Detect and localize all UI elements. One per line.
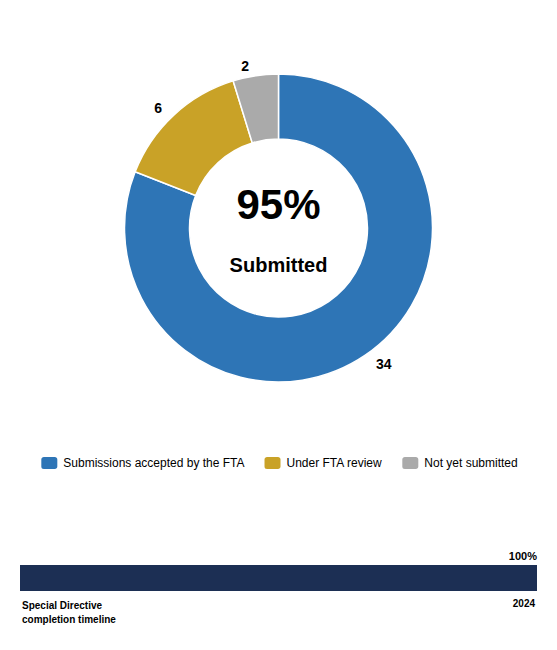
svg-text:2: 2 [241, 58, 249, 74]
svg-text:Special Directive: Special Directive [22, 600, 102, 611]
svg-text:6: 6 [154, 100, 162, 116]
svg-text:Submitted: Submitted [230, 254, 328, 276]
svg-text:95%: 95% [236, 181, 320, 228]
svg-text:Submissions accepted by the FT: Submissions accepted by the FTA [63, 456, 244, 470]
svg-text:100%: 100% [509, 550, 537, 562]
svg-text:34: 34 [376, 356, 392, 372]
svg-text:Under FTA review: Under FTA review [287, 456, 382, 470]
svg-text:Not yet submitted: Not yet submitted [424, 456, 517, 470]
svg-text:2024: 2024 [513, 598, 536, 609]
svg-text:completion timeline: completion timeline [22, 614, 116, 625]
